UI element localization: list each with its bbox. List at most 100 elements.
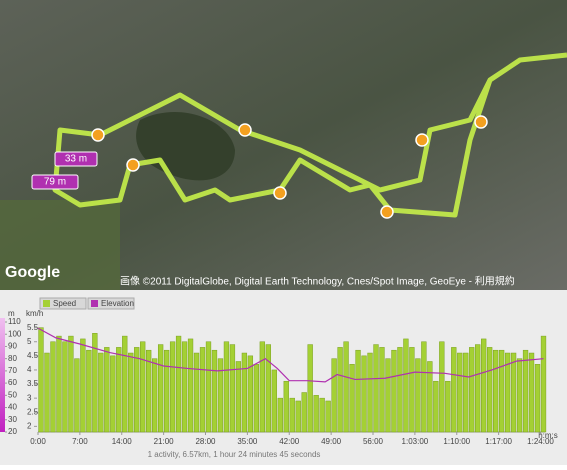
speed-bar <box>247 355 254 433</box>
speed-bar <box>104 347 110 433</box>
speed-bar <box>457 352 463 433</box>
speed-bar <box>259 341 265 433</box>
speed-bar <box>283 380 289 433</box>
marker-label: 33 m <box>65 154 87 165</box>
x-tick-label: 1:17:00 <box>485 437 512 446</box>
x-tick-label: 35:00 <box>237 437 258 446</box>
legend-swatch <box>43 300 50 307</box>
speed-bar <box>44 352 50 433</box>
speed-bar <box>163 349 170 433</box>
speed-bar <box>241 352 248 433</box>
y2-tick-label: 4 <box>27 365 32 374</box>
elevation-strip <box>0 318 5 432</box>
elevation-line <box>37 327 544 383</box>
speed-bar <box>522 349 529 433</box>
y-tick-label: 40 <box>8 403 17 412</box>
field <box>0 200 120 290</box>
y-tick-label: 60 <box>8 378 17 387</box>
legend-swatch <box>91 300 98 307</box>
speed-bar <box>56 335 62 433</box>
speed-bar <box>134 347 140 433</box>
speed-bar <box>367 352 373 433</box>
speed-bar <box>534 364 541 433</box>
legend-item[interactable] <box>87 297 135 310</box>
speed-bar <box>295 400 301 433</box>
x-axis-label: h:m:s <box>538 431 558 440</box>
speed-bar <box>487 347 493 433</box>
speed-bar <box>110 355 116 433</box>
speed-bar <box>355 349 361 433</box>
speed-bar <box>492 349 499 433</box>
speed-bar <box>475 344 481 433</box>
y-tick-label: 80 <box>8 354 17 363</box>
y-axis-label: m <box>8 309 15 318</box>
speed-bar <box>481 338 487 433</box>
speed-bar <box>235 361 242 433</box>
speed-bar <box>504 352 511 433</box>
y-tick-label: 30 <box>8 415 17 424</box>
speed-bar <box>199 347 206 433</box>
speed-bar <box>175 335 182 433</box>
speed-bar <box>217 358 224 433</box>
speed-bar <box>62 341 68 433</box>
y-tick-label: 100 <box>8 329 22 338</box>
speed-bar <box>463 352 469 433</box>
speed-bar <box>92 333 98 433</box>
speed-bar <box>50 341 56 433</box>
speed-bar <box>373 344 379 433</box>
speed-bar <box>510 352 517 433</box>
legend-item[interactable] <box>39 297 87 310</box>
speed-bar <box>140 341 146 433</box>
markers <box>91 115 488 219</box>
speed-bar <box>229 344 236 433</box>
legend-label: Speed <box>53 299 76 308</box>
speed-bar <box>469 347 475 433</box>
speed-bar <box>337 347 343 433</box>
speed-bar <box>516 358 523 433</box>
speed-bar <box>223 341 230 433</box>
y2-tick-label: 5.5 <box>27 323 39 332</box>
marker-label: 79 m <box>44 177 66 188</box>
speed-bar <box>98 352 104 433</box>
speed-bar <box>152 358 158 433</box>
y-tick-label: 110 <box>8 317 21 326</box>
y2-tick-label: 2 <box>27 421 32 430</box>
speed-bar <box>80 338 86 433</box>
speed-bar <box>253 364 260 433</box>
speed-bar <box>397 347 403 433</box>
x-tick-label: 49:00 <box>321 437 342 446</box>
speed-bar <box>193 352 200 433</box>
speed-bar <box>38 327 44 433</box>
speed-bar <box>445 380 451 433</box>
speed-bar <box>289 397 295 433</box>
speed-bar <box>301 392 307 433</box>
marker-label-box <box>31 174 79 190</box>
speed-bar <box>128 352 134 433</box>
x-tick-label: 1:24:00 <box>527 437 554 446</box>
x-tick-label: 28:00 <box>195 437 216 446</box>
x-tick-label: 42:00 <box>279 437 300 446</box>
speed-bar <box>385 358 391 433</box>
speed-bar <box>319 397 325 433</box>
x-tick-label: 1:10:00 <box>443 437 470 446</box>
x-tick-label: 0:00 <box>30 437 46 446</box>
y-tick-label: 50 <box>8 390 17 399</box>
logo: Google <box>5 264 60 281</box>
y2-tick-label: 2.5 <box>27 407 39 416</box>
speed-bar <box>271 369 277 433</box>
speed-bar <box>415 358 421 433</box>
speed-bar <box>211 349 218 433</box>
speed-bar <box>528 352 535 433</box>
speed-bar <box>313 395 319 433</box>
speed-bar <box>74 358 80 433</box>
copyright: 画像 ©2011 DigitalGlobe, Digital Earth Tec… <box>120 275 515 288</box>
y2-tick-label: 3.5 <box>27 379 39 388</box>
speed-bar <box>181 341 188 433</box>
speed-bar <box>169 341 176 433</box>
speed-bar <box>421 341 427 433</box>
speed-bar <box>409 347 415 433</box>
y2-tick-label: 5 <box>27 337 32 346</box>
speed-bar <box>122 335 128 433</box>
map[interactable]: 33 m 79 m Google 画像 ©2011 DigitalGlobe, … <box>0 0 567 290</box>
